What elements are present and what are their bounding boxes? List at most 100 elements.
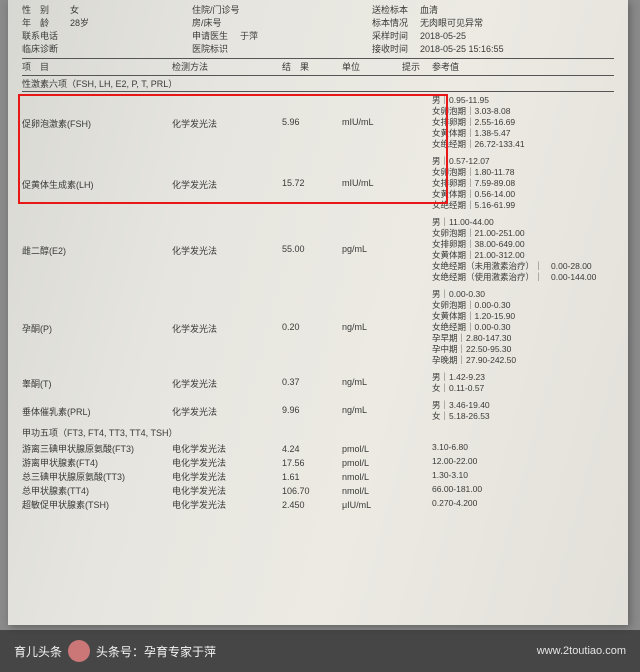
method: 电化学发光法 <box>172 484 282 498</box>
footer-site: www.2toutiao.com <box>537 645 626 657</box>
item-name: 游离甲状腺素(FT4) <box>22 456 172 470</box>
footer-author: 头条号：孕育专家于萍 <box>96 643 216 660</box>
result-row: 睾酮(T)化学发光法0.37ng/mL 男｜1.42-9.23女｜0.11-0.5… <box>22 372 614 394</box>
footer-bar: 育儿头条 头条号：孕育专家于萍 www.2toutiao.com <box>0 630 640 672</box>
item-name: 总三碘甲状腺原氨酸(TT3) <box>22 470 172 484</box>
result-value: 4.24 <box>282 442 342 456</box>
result-value: 2.450 <box>282 498 342 512</box>
result-row: 总甲状腺素(TT4)电化学发光法106.70nmol/L 66.00-181.00 <box>22 484 614 498</box>
header-label: 性 别 <box>22 4 70 17</box>
unit: ng/mL <box>342 400 402 415</box>
col-method: 检测方法 <box>172 60 282 74</box>
patient-header: 性 别女住院/门诊号送检标本血清年 龄28岁房/床号标本情况无肉眼可见异常联系电… <box>22 4 614 56</box>
method: 化学发光法 <box>172 400 282 418</box>
divider <box>22 91 614 92</box>
result-row: 游离三碘甲状腺原氨酸(FT3)电化学发光法4.24pmol/L 3.10-6.80 <box>22 442 614 456</box>
reference-range: 男｜3.46-19.40女｜5.18-26.53 <box>432 400 614 422</box>
avatar-icon <box>68 640 90 662</box>
unit: nmol/L <box>342 470 402 484</box>
header-label: 年 龄 <box>22 17 70 30</box>
thyroid-results: 游离三碘甲状腺原氨酸(FT3)电化学发光法4.24pmol/L3.10-6.80… <box>22 442 614 512</box>
result-value: 15.72 <box>282 156 342 188</box>
header-value: 于萍 <box>240 30 258 43</box>
unit: ng/mL <box>342 289 402 332</box>
col-ref: 参考值 <box>432 60 614 74</box>
method: 电化学发光法 <box>172 470 282 484</box>
result-value: 106.70 <box>282 484 342 498</box>
header-label: 医院标识 <box>192 43 240 56</box>
header-value: 女 <box>70 4 79 17</box>
reference-range: 0.270-4.200 <box>432 498 614 509</box>
reference-range: 3.10-6.80 <box>432 442 614 453</box>
method: 化学发光法 <box>172 289 282 335</box>
result-value: 9.96 <box>282 400 342 415</box>
header-label: 送检标本 <box>372 4 420 17</box>
item-name: 促卵泡激素(FSH) <box>22 95 172 130</box>
item-name: 总甲状腺素(TT4) <box>22 484 172 498</box>
panel-subtitle: 性激素六项（FSH, LH, E2, P, T, PRL） <box>22 77 614 90</box>
result-row: 促卵泡激素(FSH)化学发光法5.96mIU/mL男｜0.95-11.95女卵泡… <box>22 95 614 150</box>
header-label: 房/床号 <box>192 17 240 30</box>
column-headers: 项 目 检测方法 结 果 单位 提示 参考值 <box>22 60 614 74</box>
item-name: 超敏促甲状腺素(TSH) <box>22 498 172 512</box>
col-result: 结 果 <box>282 60 342 74</box>
result-value: 55.00 <box>282 217 342 254</box>
header-value: 无肉眼可见异常 <box>420 17 483 30</box>
result-row: 游离甲状腺素(FT4)电化学发光法17.56pmol/L 12.00-22.00 <box>22 456 614 470</box>
hormone-results: 促卵泡激素(FSH)化学发光法5.96mIU/mL男｜0.95-11.95女卵泡… <box>22 95 614 422</box>
reference-range: 男｜0.95-11.95女卵泡期｜3.03-8.08女排卵期｜2.55-16.6… <box>432 95 614 150</box>
item-name: 促黄体生成素(LH) <box>22 156 172 191</box>
header-value: 28岁 <box>70 17 89 30</box>
divider <box>22 58 614 59</box>
method: 电化学发光法 <box>172 442 282 456</box>
unit: pmol/L <box>342 456 402 470</box>
reference-range: 66.00-181.00 <box>432 484 614 495</box>
col-unit: 单位 <box>342 60 402 74</box>
result-row: 超敏促甲状腺素(TSH)电化学发光法2.450μIU/mL 0.270-4.200 <box>22 498 614 512</box>
result-value: 1.61 <box>282 470 342 484</box>
item-name: 睾酮(T) <box>22 372 172 390</box>
unit: nmol/L <box>342 484 402 498</box>
header-label: 接收时间 <box>372 43 420 56</box>
header-label: 临床诊断 <box>22 43 70 56</box>
result-value: 0.20 <box>282 289 342 332</box>
result-value: 5.96 <box>282 95 342 127</box>
reference-range: 12.00-22.00 <box>432 456 614 467</box>
reference-range: 男｜1.42-9.23女｜0.11-0.57 <box>432 372 614 394</box>
result-row: 垂体催乳素(PRL)化学发光法9.96ng/mL 男｜3.46-19.40女｜5.… <box>22 400 614 422</box>
method: 化学发光法 <box>172 217 282 257</box>
reference-range: 男｜11.00-44.00女卵泡期｜21.00-251.00女排卵期｜38.00… <box>432 217 614 283</box>
unit: mIU/mL <box>342 156 402 188</box>
reference-range: 男｜0.00-0.30女卵泡期｜0.00-0.30女黄体期｜1.20-15.90… <box>432 289 614 366</box>
method: 化学发光法 <box>172 156 282 191</box>
item-name: 垂体催乳素(PRL) <box>22 400 172 418</box>
reference-range: 男｜0.57-12.07女卵泡期｜1.80-11.78女排卵期｜7.59-89.… <box>432 156 614 211</box>
result-row: 雌二醇(E2)化学发光法55.00pg/mL 男｜11.00-44.00女卵泡期｜… <box>22 217 614 283</box>
footer-source: 育儿头条 <box>14 643 62 660</box>
result-value: 0.37 <box>282 372 342 387</box>
method: 电化学发光法 <box>172 456 282 470</box>
unit: ng/mL <box>342 372 402 387</box>
unit: mIU/mL <box>342 95 402 127</box>
unit: pg/mL <box>342 217 402 254</box>
col-item: 项 目 <box>22 60 172 74</box>
item-name: 游离三碘甲状腺原氨酸(FT3) <box>22 442 172 456</box>
reference-range: 1.30-3.10 <box>432 470 614 481</box>
header-value: 2018-05-25 <box>420 30 466 43</box>
item-name: 孕酮(P) <box>22 289 172 335</box>
result-row: 总三碘甲状腺原氨酸(TT3)电化学发光法1.61nmol/L 1.30-3.10 <box>22 470 614 484</box>
thyroid-label: 甲功五项（FT3, FT4, TT3, TT4, TSH） <box>22 426 614 439</box>
item-name: 雌二醇(E2) <box>22 217 172 257</box>
header-value: 血清 <box>420 4 438 17</box>
result-row: 孕酮(P)化学发光法0.20ng/mL 男｜0.00-0.30女卵泡期｜0.00-… <box>22 289 614 366</box>
method: 电化学发光法 <box>172 498 282 512</box>
report-paper: 性 别女住院/门诊号送检标本血清年 龄28岁房/床号标本情况无肉眼可见异常联系电… <box>8 0 628 625</box>
unit: pmol/L <box>342 442 402 456</box>
result-row: 促黄体生成素(LH)化学发光法15.72mIU/mL 男｜0.57-12.07女卵… <box>22 156 614 211</box>
unit: μIU/mL <box>342 498 402 512</box>
result-value: 17.56 <box>282 456 342 470</box>
header-label: 采样时间 <box>372 30 420 43</box>
footer-left: 育儿头条 头条号：孕育专家于萍 <box>14 640 216 662</box>
col-flag: 提示 <box>402 60 432 74</box>
method: 化学发光法 <box>172 372 282 390</box>
